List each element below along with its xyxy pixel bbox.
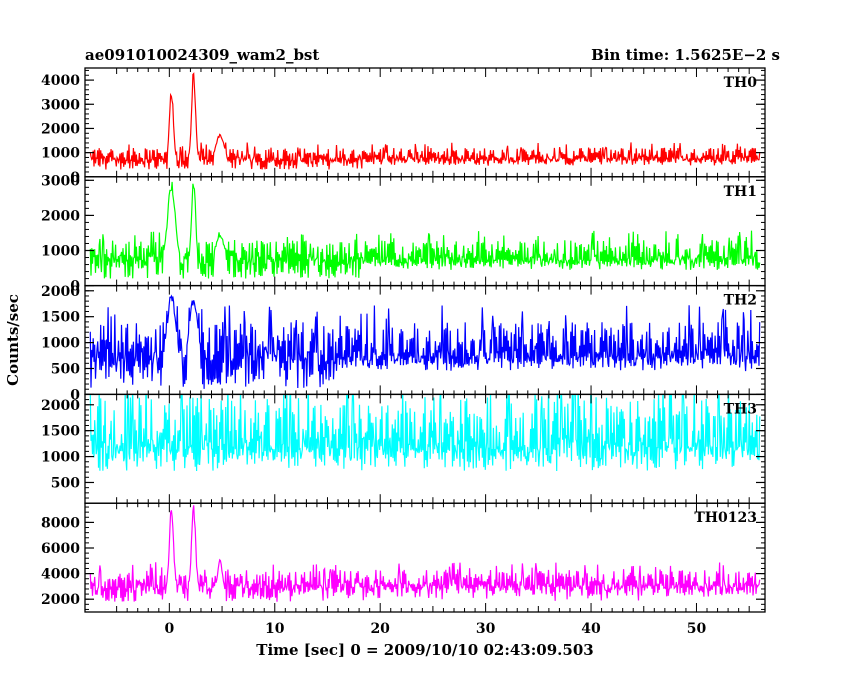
x-tick-label: 30 <box>476 621 496 637</box>
panel-frame <box>84 176 766 287</box>
panel-label: TH1 <box>724 184 757 200</box>
y-tick-label: 1500 <box>41 310 80 326</box>
trace-th3 <box>89 394 761 472</box>
x-tick-label: 50 <box>687 621 707 637</box>
trace-th0 <box>89 72 761 170</box>
figure-title: ae091010024309_wam2_bst <box>85 46 319 64</box>
y-tick-label: 2000 <box>41 398 80 414</box>
trace-th2 <box>89 294 761 389</box>
x-tick-label: 20 <box>370 621 390 637</box>
y-tick-label: 2000 <box>41 121 80 137</box>
panel-th0: 0 1000 2000 3000 4000 TH0 <box>41 67 766 186</box>
y-tick-label: 3000 <box>41 173 80 189</box>
x-tick-label: 0 <box>164 621 174 637</box>
y-tick-label: 4000 <box>41 73 80 89</box>
y-tick-label: 2000 <box>41 208 80 224</box>
panel-th2: 0 500 1000 1500 2000 TH2 <box>41 284 766 403</box>
panel-label: TH2 <box>724 293 757 309</box>
y-tick-label: 3000 <box>41 97 80 113</box>
trace-th1 <box>89 181 761 279</box>
y-tick-label: 500 <box>51 361 80 377</box>
y-tick-label: 1000 <box>41 336 80 352</box>
panel-th3: 500 1000 1500 2000 TH3 <box>41 393 766 504</box>
y-tick-label: 500 <box>51 475 80 491</box>
y-tick-label: 0 <box>70 387 80 403</box>
y-tick-label: 2000 <box>41 284 80 300</box>
y-tick-label: 1000 <box>41 450 80 466</box>
panel-th1: 0 1000 2000 3000 TH1 <box>41 173 766 295</box>
y-tick-label: 1000 <box>41 146 80 162</box>
y-tick-label: 6000 <box>41 541 80 557</box>
y-tick-label: 1000 <box>41 244 80 260</box>
y-tick-label: 0 <box>70 170 80 186</box>
y-tick-label: 8000 <box>41 515 80 531</box>
bin-time-label: Bin time: 1.5625E−2 s <box>591 46 780 64</box>
y-tick-label: 0 <box>70 279 80 295</box>
trace-th0123 <box>89 505 761 602</box>
panel-label: TH0123 <box>694 510 757 526</box>
x-axis: 0 10 20 30 40 50 <box>164 621 706 637</box>
y-axis-title: Counts/sec <box>4 294 22 386</box>
panel-th0123: 2000 4000 6000 8000 TH0123 <box>41 502 766 613</box>
panel-label: TH3 <box>724 401 757 417</box>
y-tick-label: 4000 <box>41 567 80 583</box>
x-axis-title: Time [sec] 0 = 2009/10/10 02:43:09.503 <box>256 641 593 659</box>
x-tick-label: 40 <box>581 621 601 637</box>
x-tick-label: 10 <box>265 621 285 637</box>
panel-label: TH0 <box>724 75 758 91</box>
panel-frame <box>84 502 766 613</box>
y-tick-label: 2000 <box>41 592 80 608</box>
y-tick-label: 1500 <box>41 424 80 440</box>
